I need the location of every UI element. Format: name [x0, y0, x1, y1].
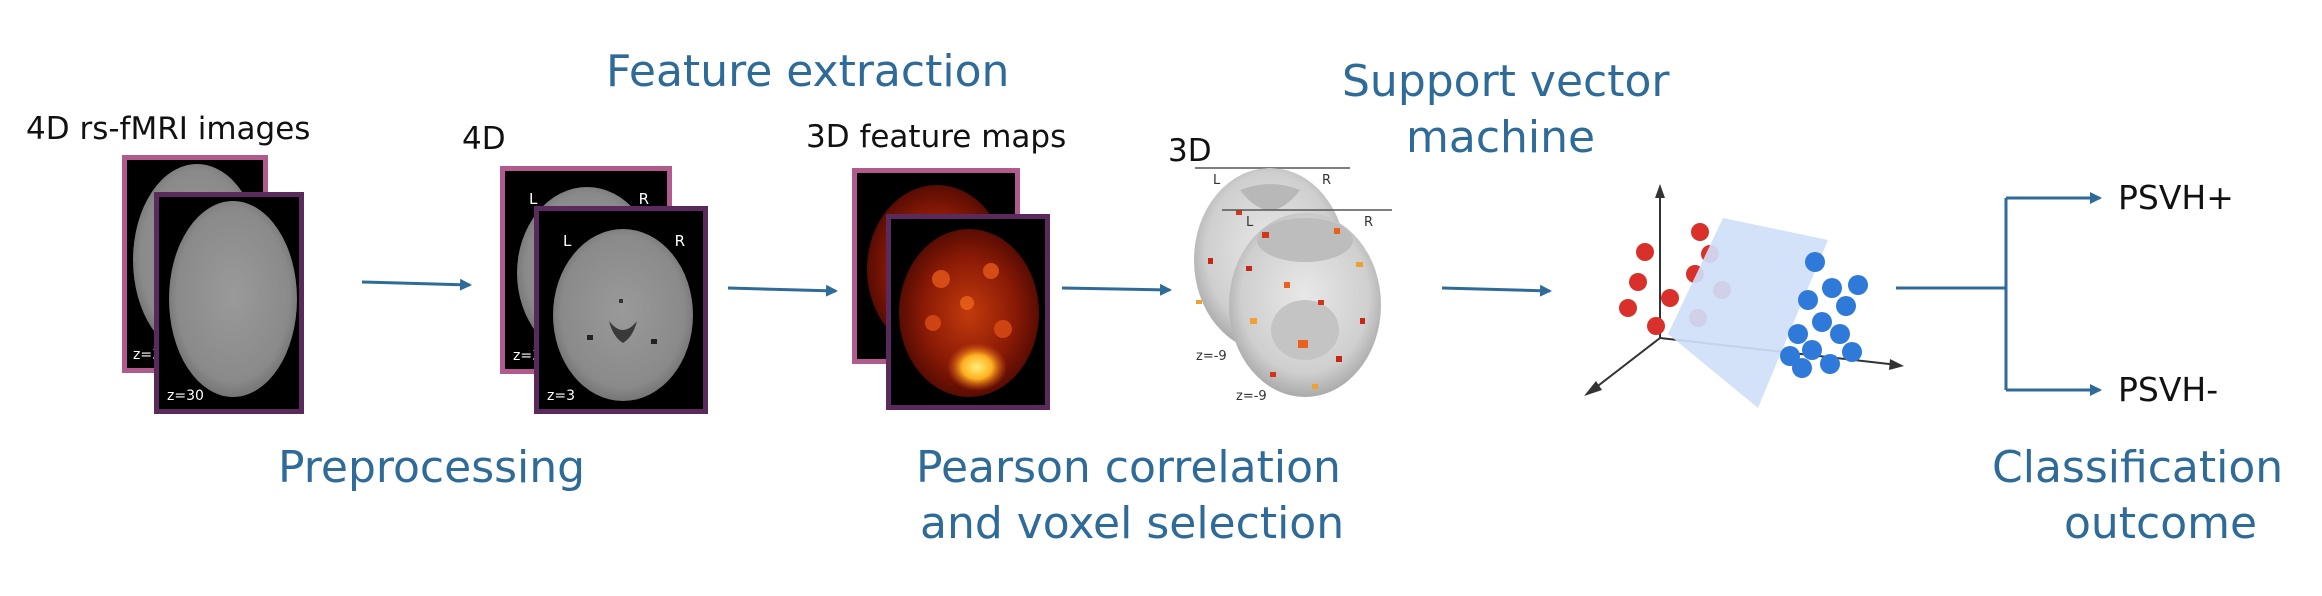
feature-map-front [886, 214, 1050, 410]
preproc-back-right-label: R [638, 190, 649, 208]
selected-back-right-label: R [1322, 173, 1332, 188]
svm-axis-depth [1589, 337, 1661, 393]
selected-front-left-label: L [1246, 215, 1254, 230]
outcome-branch [1896, 192, 2102, 396]
feature-maps-label: 3D feature maps [806, 119, 1067, 155]
stage-classification-line1: Classification [1992, 442, 2284, 493]
selected-voxel-maps [1194, 167, 1392, 397]
selected-3d-label: 3D [1168, 133, 1212, 169]
voxel-map-front [1222, 209, 1392, 397]
stage-feature-extraction: Feature extraction [606, 46, 1010, 97]
raw-image-front: z=30 [154, 192, 304, 414]
preproc-4d-label: 4D [462, 121, 506, 157]
arrow-selection-to-svm [1441, 284, 1552, 297]
outcome-psvh-positive: PSVH+ [2118, 178, 2234, 217]
arrow-raw-to-preproc [361, 278, 472, 291]
arrow-preproc-to-features [727, 284, 838, 297]
svm-plot [1584, 184, 1904, 408]
outcome-psvh-negative: PSVH- [2118, 370, 2219, 409]
rsfmri-images-label: 4D rs-fMRI images [26, 111, 311, 147]
stage-pearson-line2: and voxel selection [920, 498, 1345, 549]
stage-preprocessing: Preprocessing [278, 442, 586, 493]
stage-classification-line2: outcome [2064, 498, 2258, 549]
preproc-front-slice-label: z=3 [547, 388, 575, 404]
stage-pearson-line1: Pearson correlation [916, 442, 1341, 493]
selected-back-left-label: L [1213, 173, 1221, 188]
selected-front-right-label: R [1364, 215, 1374, 230]
selected-back-slice-label: z=-9 [1196, 349, 1227, 364]
raw-front-slice-label: z=30 [167, 388, 204, 404]
stage-svm-line2: machine [1406, 112, 1596, 163]
preproc-image-front: L R z=3 [534, 206, 708, 414]
preproc-back-left-label: L [529, 190, 538, 208]
svm-hyperplane [1668, 218, 1828, 408]
preproc-front-right-label: R [674, 232, 685, 250]
stage-svm-line1: Support vector [1342, 56, 1670, 107]
selected-front-slice-label: z=-9 [1236, 389, 1267, 404]
arrow-features-to-selection [1061, 283, 1172, 296]
preproc-front-left-label: L [563, 232, 572, 250]
